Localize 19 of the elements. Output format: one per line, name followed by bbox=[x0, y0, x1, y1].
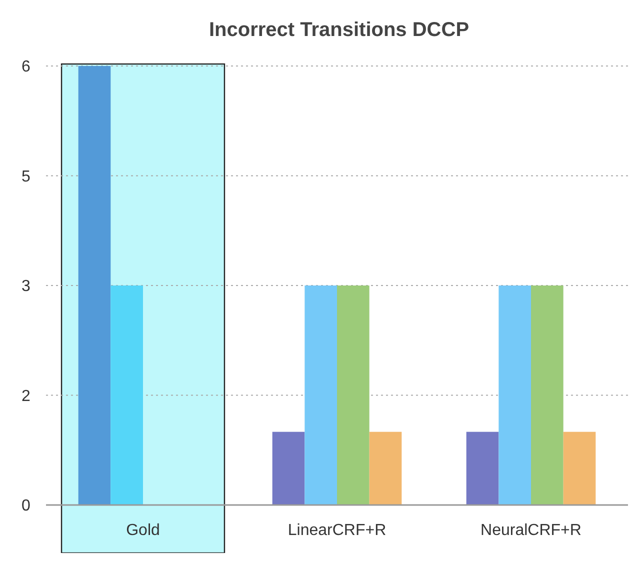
bar bbox=[563, 432, 596, 505]
bar bbox=[110, 286, 143, 505]
y-tick-label: 0 bbox=[22, 498, 31, 515]
y-tick-label: 5 bbox=[22, 168, 31, 186]
bar bbox=[272, 432, 305, 505]
bar bbox=[498, 286, 531, 505]
bar bbox=[78, 66, 111, 505]
x-tick-label: LinearCRF+R bbox=[288, 522, 386, 539]
y-tick-label: 2 bbox=[22, 388, 31, 405]
x-tick-label: Gold bbox=[126, 522, 160, 539]
bar bbox=[466, 432, 499, 505]
bar bbox=[304, 286, 337, 505]
bar bbox=[531, 286, 564, 505]
y-tick-label: 3 bbox=[22, 278, 31, 296]
x-tick-label: NeuralCRF+R bbox=[480, 522, 582, 539]
bar bbox=[369, 432, 402, 505]
chart-title: Incorrect Transitions DCCP bbox=[208, 19, 470, 41]
bar bbox=[337, 286, 370, 505]
y-tick-label: 6 bbox=[22, 58, 31, 76]
